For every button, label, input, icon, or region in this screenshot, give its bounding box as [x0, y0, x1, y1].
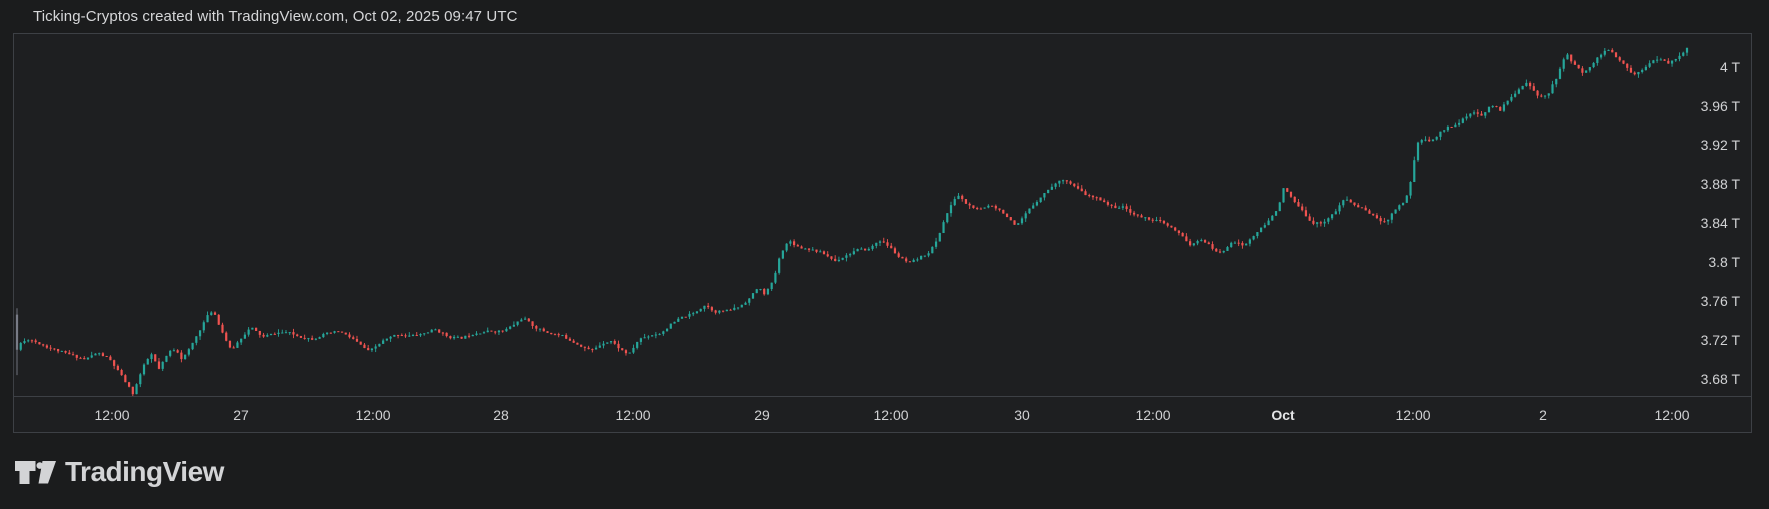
time-label: 27 [233, 407, 249, 423]
price-label: 3.92 T [1700, 137, 1740, 153]
time-label: 12:00 [94, 407, 130, 423]
price-label: 3.88 T [1700, 176, 1740, 192]
time-label: 29 [754, 407, 770, 423]
price-label: 3.76 T [1700, 293, 1740, 309]
candlestick-plot-area[interactable]: 4 T 3.96 T 3.92 T 3.88 T 3.84 T 3.8 T 3.… [13, 33, 1752, 433]
price-label: 3.84 T [1700, 215, 1740, 231]
time-label: 12:00 [1654, 407, 1690, 423]
tradingview-logo-text: TradingView [65, 456, 224, 487]
tradingview-logo-icon [15, 460, 56, 484]
time-label: 2 [1539, 407, 1547, 423]
time-label-month: Oct [1271, 407, 1295, 423]
time-label: 28 [493, 407, 509, 423]
price-label: 4 T [1720, 59, 1740, 75]
time-label: 12:00 [1395, 407, 1431, 423]
price-axis[interactable]: 4 T 3.96 T 3.92 T 3.88 T 3.84 T 3.8 T 3.… [1631, 34, 1751, 396]
price-label: 3.68 T [1700, 371, 1740, 387]
price-label: 3.96 T [1700, 98, 1740, 114]
time-label: 12:00 [873, 407, 909, 423]
time-axis[interactable]: 12:00 27 12:00 28 12:00 29 12:00 30 12:0… [14, 396, 1751, 432]
price-label: 3.8 T [1708, 254, 1740, 270]
tradingview-logo-link[interactable]: TradingView [15, 458, 224, 486]
time-label: 12:00 [355, 407, 391, 423]
price-label: 3.72 T [1700, 332, 1740, 348]
candles-layer [15, 47, 1689, 397]
time-label: 12:00 [615, 407, 651, 423]
time-label: 12:00 [1135, 407, 1171, 423]
chart-title: Ticking-Cryptos created with TradingView… [33, 8, 518, 25]
time-label: 30 [1014, 407, 1030, 423]
